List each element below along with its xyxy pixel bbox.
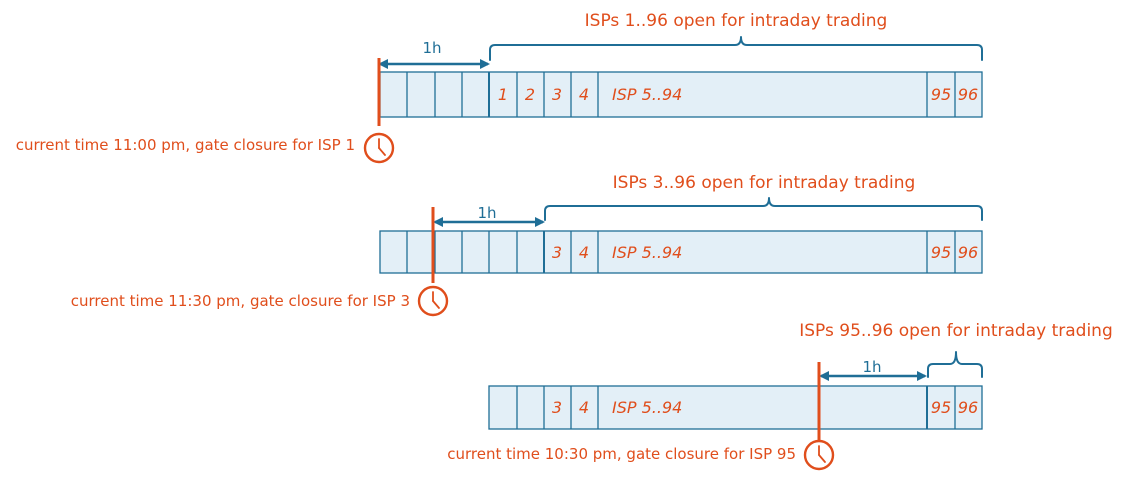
isp-cell-label: 96	[958, 243, 978, 262]
isp-cell-label: 4	[579, 85, 589, 104]
isp-cell-label: 2	[525, 85, 535, 104]
open-isps-brace	[927, 351, 983, 378]
open-isps-label: ISPs 3..96 open for intraday trading	[613, 173, 916, 193]
isp-range-label: ISP 5..94	[612, 243, 682, 262]
isp-timeline-bar	[379, 71, 983, 118]
timeline-row-3: ISPs 95..96 open for intraday trading 1h…	[447, 321, 1113, 471]
clock-icon	[417, 285, 449, 317]
isp-range-label: ISP 5..94	[612, 398, 682, 417]
timeline-row-1: ISPs 1..96 open for intraday trading 1h …	[16, 11, 983, 164]
isp-cell-label: 3	[552, 243, 562, 262]
open-isps-brace	[544, 197, 983, 221]
isp-cell-label: 4	[579, 398, 589, 417]
isp-timeline-bar	[488, 385, 983, 430]
isp-timeline-bar	[379, 230, 983, 274]
isp-cell-label: 4	[579, 243, 589, 262]
isp-cell-label: 3	[552, 85, 562, 104]
isp-cell-label: 3	[552, 398, 562, 417]
one-hour-label: 1h	[862, 358, 881, 376]
isp-cell-label: 96	[958, 85, 978, 104]
open-isps-label: ISPs 95..96 open for intraday trading	[799, 321, 1113, 341]
gate-closure-label: current time 11:00 pm, gate closure for …	[16, 136, 355, 154]
isp-cell-label: 95	[931, 243, 951, 262]
one-hour-label: 1h	[422, 39, 441, 57]
clock-icon	[803, 439, 835, 471]
isp-range-label: ISP 5..94	[612, 85, 682, 104]
isp-cell-label: 95	[931, 85, 951, 104]
one-hour-label: 1h	[477, 204, 496, 222]
isp-cell-label: 95	[931, 398, 951, 417]
clock-icon	[363, 132, 395, 164]
isp-cell-label: 1	[498, 85, 508, 104]
timeline-row-2: ISPs 3..96 open for intraday trading 1h …	[71, 173, 983, 317]
isp-cell-label: 96	[958, 398, 978, 417]
open-isps-label: ISPs 1..96 open for intraday trading	[585, 11, 888, 31]
gate-closure-label: current time 11:30 pm, gate closure for …	[71, 292, 410, 310]
gate-closure-label: current time 10:30 pm, gate closure for …	[447, 445, 796, 463]
open-isps-brace	[489, 36, 983, 61]
